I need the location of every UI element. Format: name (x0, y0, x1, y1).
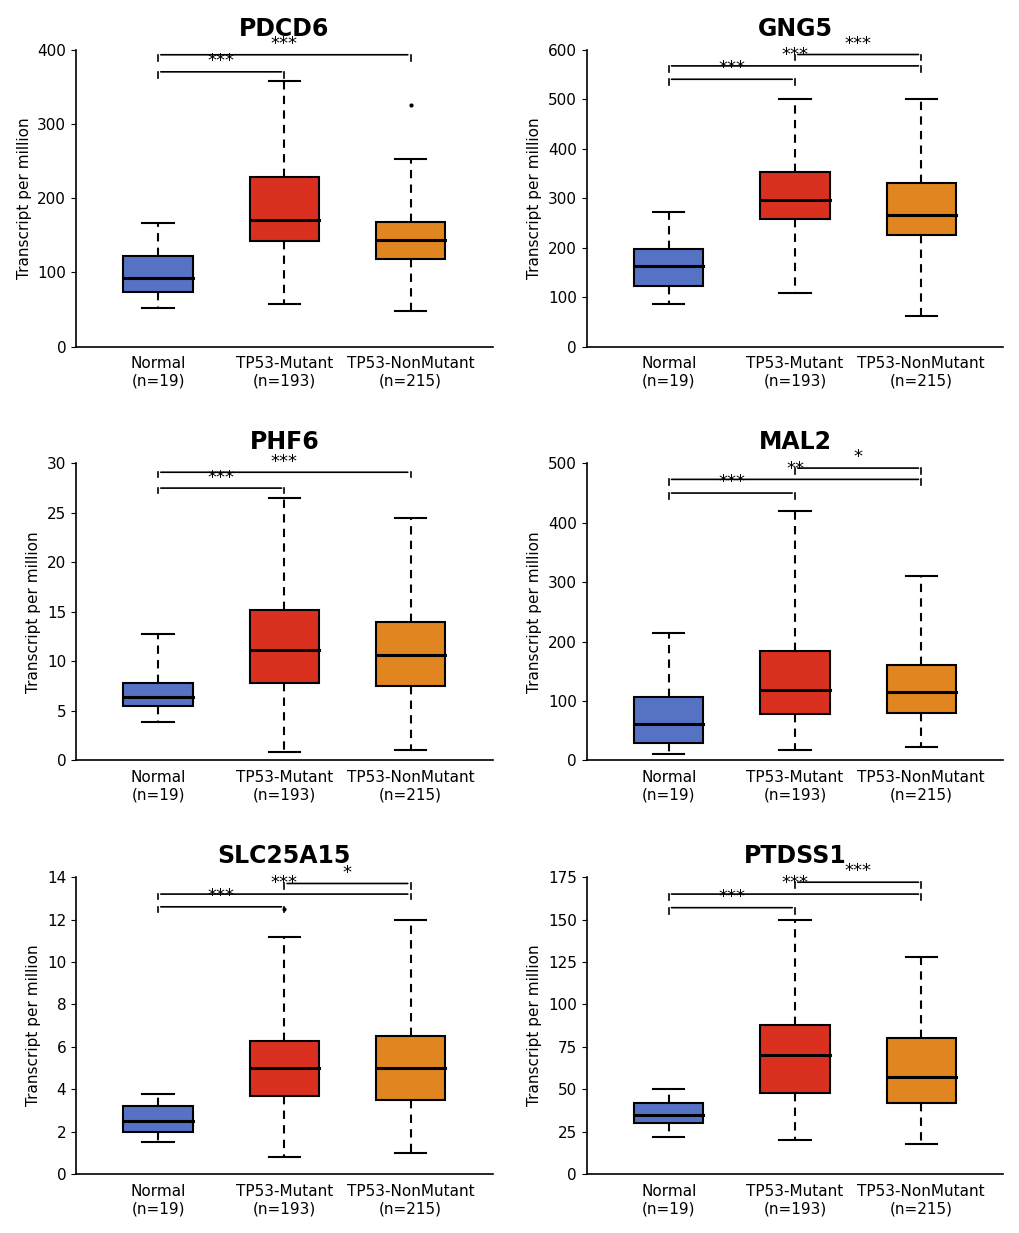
Bar (250, 610, 319, 683)
Text: ***: *** (844, 862, 871, 880)
Bar (375, 222, 445, 259)
Bar (886, 666, 955, 713)
Bar (375, 621, 445, 686)
Text: ***: *** (844, 35, 871, 53)
Bar (250, 178, 319, 242)
Bar (123, 683, 193, 707)
Text: ***: *** (208, 888, 234, 905)
Title: GNG5: GNG5 (757, 17, 832, 41)
Bar (375, 1036, 445, 1100)
Y-axis label: Transcript per million: Transcript per million (16, 117, 32, 279)
Text: *: * (342, 864, 352, 882)
Text: ***: *** (781, 874, 808, 893)
Text: ***: *** (208, 52, 234, 70)
Bar (759, 173, 828, 219)
Title: PTDSS1: PTDSS1 (743, 845, 846, 868)
Text: ***: *** (781, 46, 808, 64)
Title: PHF6: PHF6 (250, 430, 319, 455)
Bar (886, 1038, 955, 1102)
Bar (759, 651, 828, 714)
Y-axis label: Transcript per million: Transcript per million (527, 944, 542, 1106)
Y-axis label: Transcript per million: Transcript per million (26, 531, 41, 693)
Title: MAL2: MAL2 (758, 430, 830, 455)
Bar (634, 697, 703, 742)
Bar (634, 1102, 703, 1123)
Title: SLC25A15: SLC25A15 (217, 845, 351, 868)
Title: PDCD6: PDCD6 (238, 17, 329, 41)
Y-axis label: Transcript per million: Transcript per million (26, 944, 42, 1106)
Text: ***: *** (717, 888, 745, 906)
Bar (886, 184, 955, 236)
Bar (123, 256, 193, 292)
Text: ***: *** (270, 874, 298, 893)
Text: ***: *** (717, 59, 745, 78)
Bar (250, 1041, 319, 1096)
Bar (123, 1106, 193, 1132)
Y-axis label: Transcript per million: Transcript per million (527, 531, 542, 693)
Text: ***: *** (270, 453, 298, 471)
Text: ***: *** (208, 469, 234, 487)
Bar (759, 1025, 828, 1092)
Text: ***: *** (717, 473, 745, 491)
Y-axis label: Transcript per million: Transcript per million (527, 117, 542, 279)
Bar (634, 249, 703, 286)
Text: **: ** (786, 460, 803, 477)
Text: *: * (853, 449, 862, 466)
Text: ***: *** (270, 35, 298, 53)
